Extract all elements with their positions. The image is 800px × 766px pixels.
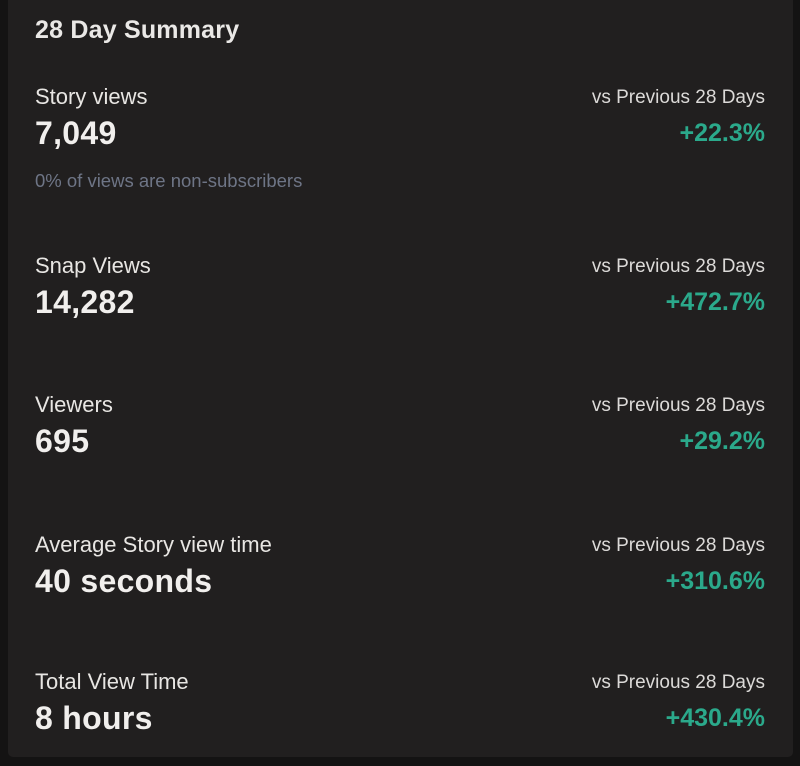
metric-row-snap-views: Snap Views 14,282 vs Previous 28 Days +4… [35, 252, 765, 322]
metric-value: 8 hours [35, 700, 153, 736]
metric-row-average-story-view-time: Average Story view time 40 seconds vs Pr… [35, 531, 765, 601]
metric-change: +472.7% [665, 288, 765, 316]
metric-label: Story views [35, 84, 148, 109]
metric-label: Snap Views [35, 253, 151, 278]
metric-left: Story views 7,049 [35, 83, 147, 153]
comparison-period-label: vs Previous 28 Days [591, 87, 765, 108]
metric-change: +22.3% [679, 119, 766, 147]
non-subscribers-caption: 0% of views are non-subscribers [35, 170, 303, 191]
page-title: 28 Day Summary [35, 16, 240, 44]
metric-change: +29.2% [679, 427, 766, 455]
comparison-period-label: vs Previous 28 Days [591, 535, 765, 556]
metric-value: 7,049 [35, 115, 117, 151]
metric-right: vs Previous 28 Days +22.3% [592, 83, 765, 153]
summary-card: 28 Day Summary Story views 7,049 vs Prev… [8, 0, 793, 757]
metric-value: 40 seconds [35, 563, 213, 599]
metric-label: Viewers [35, 392, 113, 417]
metric-right: vs Previous 28 Days +310.6% [592, 531, 765, 601]
comparison-period-label: vs Previous 28 Days [591, 256, 765, 277]
metric-label: Total View Time [35, 669, 189, 694]
metric-left: Total View Time 8 hours [35, 668, 189, 738]
comparison-period-label: vs Previous 28 Days [591, 672, 765, 693]
metric-left: Snap Views 14,282 [35, 252, 151, 322]
metric-right: vs Previous 28 Days +430.4% [592, 668, 765, 738]
metric-right: vs Previous 28 Days +472.7% [592, 252, 765, 322]
metric-row-total-view-time: Total View Time 8 hours vs Previous 28 D… [35, 668, 765, 738]
metric-value: 695 [35, 423, 90, 459]
metric-left: Viewers 695 [35, 391, 113, 461]
metric-row-story-views: Story views 7,049 vs Previous 28 Days +2… [35, 83, 765, 153]
metric-label: Average Story view time [35, 532, 272, 557]
comparison-period-label: vs Previous 28 Days [591, 395, 765, 416]
metric-change: +430.4% [665, 704, 765, 732]
metric-row-viewers: Viewers 695 vs Previous 28 Days +29.2% [35, 391, 765, 461]
metric-right: vs Previous 28 Days +29.2% [592, 391, 765, 461]
metric-value: 14,282 [35, 284, 135, 320]
metric-left: Average Story view time 40 seconds [35, 531, 272, 601]
metric-change: +310.6% [665, 567, 765, 595]
